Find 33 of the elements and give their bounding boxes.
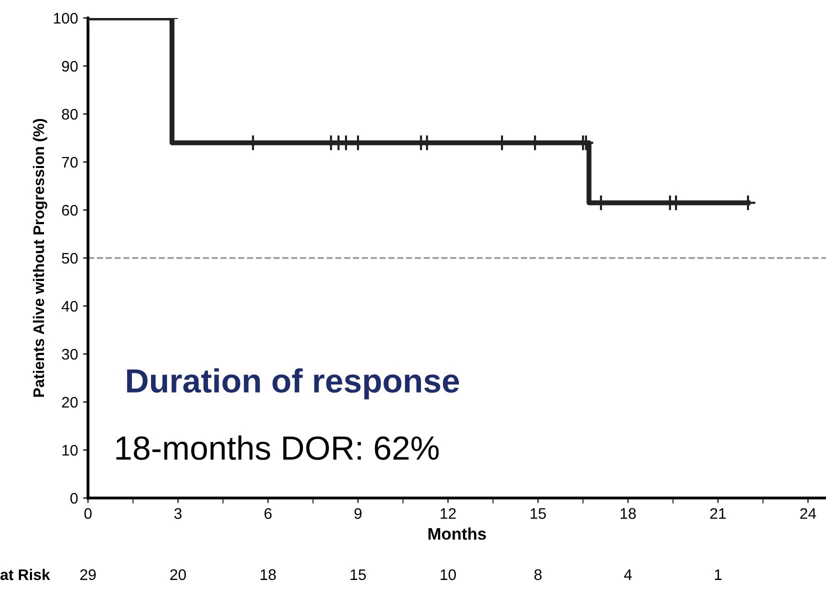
text: 10	[440, 569, 456, 580]
text: 4	[624, 569, 632, 580]
y-axis-title: Patients Alive without Progression (%)	[32, 118, 48, 397]
text: 20	[170, 569, 186, 580]
y-tick-label: 80	[62, 108, 78, 120]
text: 29	[80, 569, 96, 580]
text: 1	[714, 569, 722, 580]
y-tick-label: 50	[62, 252, 78, 264]
x-tick-label: 9	[354, 508, 362, 519]
x-tick-label: 0	[84, 508, 92, 519]
x-tick-label: 6	[264, 508, 272, 519]
annotation: 18-months DOR: 62%	[116, 435, 439, 460]
x-tick-label: 21	[710, 508, 726, 519]
x-axis-title: Months	[428, 528, 486, 540]
y-tick-label: 60	[62, 204, 78, 216]
x-tick-label: 3	[174, 508, 182, 519]
y-tick-label: 20	[62, 396, 78, 408]
y-tick-label: 0	[70, 492, 78, 504]
text: 15	[350, 569, 366, 580]
y-tick-label: 90	[62, 60, 78, 72]
text: 8	[534, 569, 542, 580]
y-tick-label: 70	[62, 156, 78, 168]
y-tick-label: 30	[62, 348, 78, 360]
y-tick-label: 40	[62, 300, 78, 312]
annotation: Duration of response	[127, 368, 459, 400]
text: 18	[260, 569, 276, 580]
x-tick-label: 24	[800, 508, 816, 519]
text: at Risk	[0, 568, 50, 580]
y-tick-label: 100	[54, 12, 78, 24]
x-tick-label: 15	[530, 508, 546, 519]
y-tick-label: 10	[62, 444, 78, 456]
x-tick-label: 18	[620, 508, 636, 519]
x-tick-label: 12	[440, 508, 456, 519]
